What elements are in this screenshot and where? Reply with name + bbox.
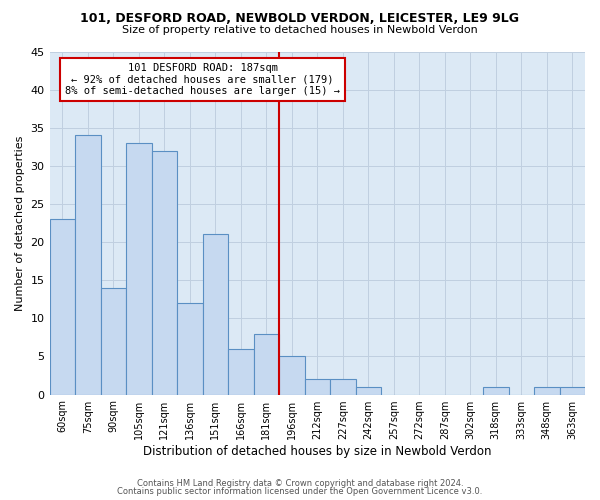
Bar <box>279 356 305 395</box>
Text: 101, DESFORD ROAD, NEWBOLD VERDON, LEICESTER, LE9 9LG: 101, DESFORD ROAD, NEWBOLD VERDON, LEICE… <box>80 12 520 26</box>
X-axis label: Distribution of detached houses by size in Newbold Verdon: Distribution of detached houses by size … <box>143 444 491 458</box>
Text: Contains public sector information licensed under the Open Government Licence v3: Contains public sector information licen… <box>118 487 482 496</box>
Text: 101 DESFORD ROAD: 187sqm
← 92% of detached houses are smaller (179)
8% of semi-d: 101 DESFORD ROAD: 187sqm ← 92% of detach… <box>65 63 340 96</box>
Bar <box>534 387 560 394</box>
Bar <box>50 219 75 394</box>
Bar <box>254 334 279 394</box>
Y-axis label: Number of detached properties: Number of detached properties <box>15 136 25 310</box>
Bar <box>560 387 585 394</box>
Bar <box>126 143 152 395</box>
Bar <box>305 380 330 394</box>
Bar <box>101 288 126 395</box>
Text: Size of property relative to detached houses in Newbold Verdon: Size of property relative to detached ho… <box>122 25 478 35</box>
Bar <box>75 136 101 394</box>
Bar <box>483 387 509 394</box>
Bar <box>356 387 381 394</box>
Bar <box>177 303 203 394</box>
Bar <box>228 349 254 395</box>
Bar <box>330 380 356 394</box>
Bar <box>203 234 228 394</box>
Text: Contains HM Land Registry data © Crown copyright and database right 2024.: Contains HM Land Registry data © Crown c… <box>137 478 463 488</box>
Bar <box>152 150 177 394</box>
